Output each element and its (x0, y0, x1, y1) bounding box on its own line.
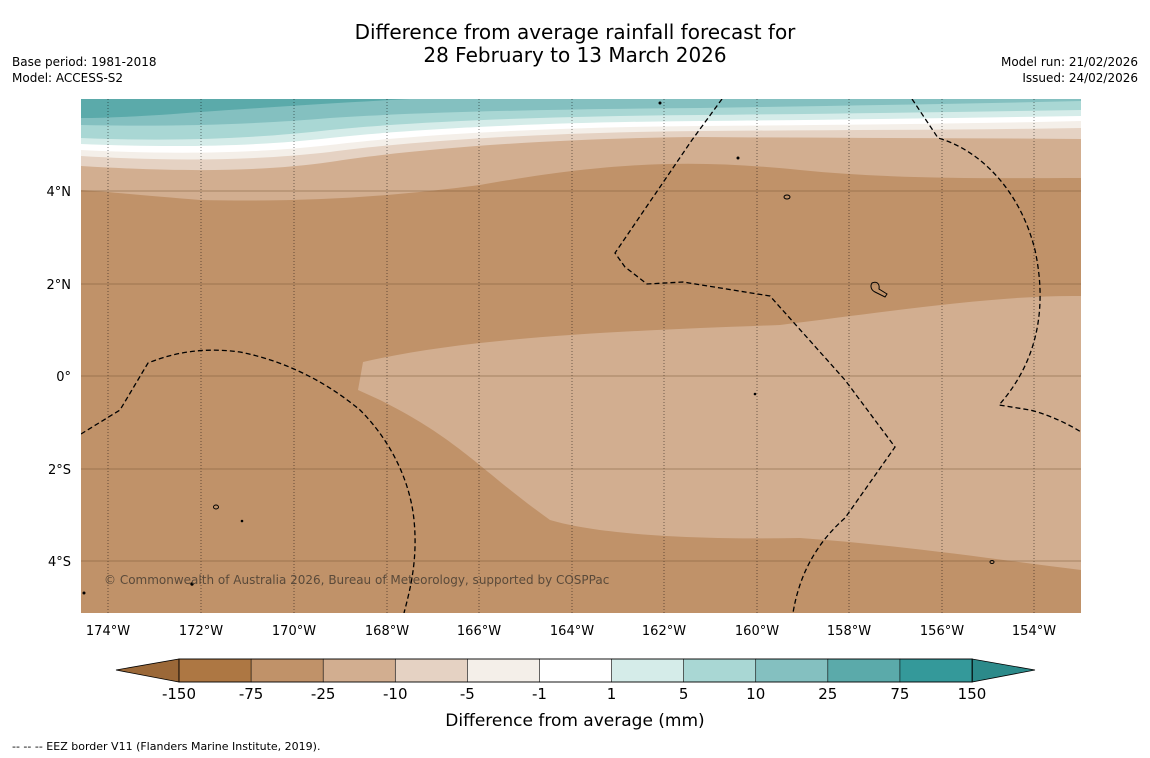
lon-label: 174°W (86, 624, 130, 639)
colorbar-segment (683, 658, 757, 683)
colorbar-segment (755, 658, 829, 683)
anomaly-band-wet25 (81, 99, 1081, 126)
colorbar-segment (250, 658, 324, 683)
chart-title-line-2: 28 February to 13 March 2026 (423, 43, 727, 67)
colorbar-tick-label: 1 (607, 685, 617, 703)
colorbar-tick-label: 5 (679, 685, 689, 703)
eez-legend-text: -- -- -- EEZ border V11 (Flanders Marine… (12, 740, 321, 753)
colorbar-segment (178, 658, 252, 683)
base-period-text: Base period: 1981-2018 (12, 55, 157, 69)
lon-label: 164°W (550, 624, 594, 639)
lon-label: 158°W (827, 624, 871, 639)
model-run-text: Model run: 21/02/2026 (1000, 55, 1138, 69)
meta-left: Base period: 1981-2018 Model: ACCESS-S2 (12, 54, 157, 86)
colorbar-segment (611, 658, 685, 683)
anomaly-band-wet75 (81, 99, 410, 118)
lat-label: 2°S (48, 463, 71, 478)
lon-label: 170°W (272, 624, 316, 639)
colorbar-frame (178, 658, 973, 683)
eez-borders (81, 99, 1081, 613)
lon-label: 166°W (457, 624, 501, 639)
issued-text: Issued: 24/02/2026 (1022, 71, 1138, 85)
lon-label: 156°W (920, 624, 964, 639)
map-panel: © Commonwealth of Australia 2026, Bureau… (81, 99, 1081, 613)
colorbar-extend-low (115, 658, 180, 683)
anomaly-equatorial-band (358, 295, 1081, 570)
latitude-labels: 4°N 2°N 0° 2°S 4°S (47, 185, 72, 570)
colorbar-tick-label: 25 (818, 685, 837, 703)
colorbar-tick-label: -75 (239, 685, 264, 703)
meta-right: Model run: 21/02/2026 Issued: 24/02/2026 (1001, 54, 1138, 86)
longitude-labels: 174°W 172°W 170°W 168°W 166°W 164°W 162°… (86, 624, 1056, 639)
colorbar-label: Difference from average (mm) (445, 711, 704, 731)
colorbar-tick-label: 10 (746, 685, 765, 703)
lon-label: 160°W (735, 624, 779, 639)
lon-label: 172°W (179, 624, 223, 639)
colorbar-tick-label: -5 (460, 685, 475, 703)
chart-title-line-1: Difference from average rainfall forecas… (354, 20, 796, 44)
lat-label: 4°N (47, 185, 72, 200)
colorbar: -150 -75 -25 -10 -5 -1 1 5 10 25 75 150 Difference … (115, 658, 1036, 731)
model-text: Model: ACCESS-S2 (12, 71, 124, 85)
lat-label: 2°N (47, 278, 72, 293)
lat-label: 0° (56, 370, 71, 385)
parallel-lines (81, 190, 1081, 562)
colorbar-tick-label: -25 (311, 685, 336, 703)
lon-label: 162°W (642, 624, 686, 639)
lon-label: 168°W (365, 624, 409, 639)
lon-label: 154°W (1012, 624, 1056, 639)
colorbar-segment (539, 658, 613, 683)
colorbar-extend-high (971, 658, 1036, 683)
copyright-text: © Commonwealth of Australia 2026, Bureau… (104, 573, 609, 587)
lat-label: 4°S (48, 555, 71, 570)
colorbar-tick-label: -150 (162, 685, 196, 703)
colorbar-segment (899, 658, 973, 683)
colorbar-segment (467, 658, 541, 683)
colorbar-segment (394, 658, 469, 683)
colorbar-tick-label: -10 (383, 685, 408, 703)
colorbar-tick-label: -1 (532, 685, 547, 703)
island-outlines (82, 101, 995, 595)
colorbar-segment (322, 658, 397, 683)
colorbar-tick-label: 75 (890, 685, 909, 703)
colorbar-segment (827, 658, 901, 683)
colorbar-tick-label: 150 (958, 685, 987, 703)
